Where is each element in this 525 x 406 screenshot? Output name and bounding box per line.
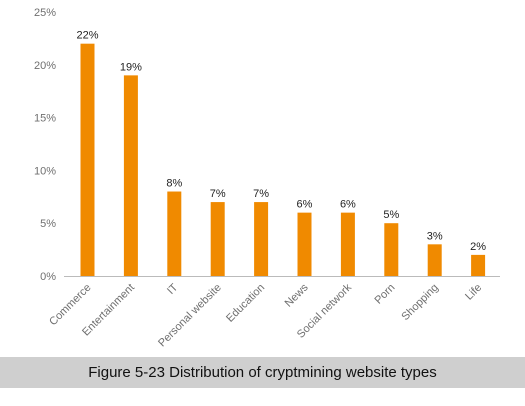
- chart-svg: 0%5%10%15%20%25%22%Commerce19%Entertainm…: [34, 7, 500, 350]
- bar: [384, 223, 399, 276]
- y-tick-label: 15%: [34, 113, 56, 125]
- data-label: 6%: [340, 199, 356, 211]
- x-tick-label: Personal website: [156, 282, 224, 350]
- data-label: 8%: [166, 178, 182, 190]
- y-tick-label: 0%: [40, 271, 56, 283]
- data-label: 19%: [120, 61, 142, 73]
- x-tick-label: Life: [463, 282, 484, 303]
- bar: [340, 212, 355, 276]
- bar: [80, 43, 95, 277]
- bar: [297, 212, 312, 276]
- x-tick-label: Education: [224, 282, 267, 325]
- x-tick-label: News: [283, 281, 311, 309]
- data-label: 6%: [297, 199, 313, 211]
- data-label: 3%: [427, 230, 443, 242]
- data-label: 2%: [470, 241, 486, 253]
- y-tick-label: 10%: [34, 165, 56, 177]
- bar: [123, 75, 138, 276]
- x-tick-label: Porn: [372, 282, 397, 307]
- x-tick-label: Commerce: [47, 282, 94, 329]
- data-label: 22%: [76, 30, 98, 42]
- bar: [254, 202, 269, 276]
- figure-caption-bar: Figure 5-23 Distribution of cryptmining …: [0, 357, 525, 388]
- y-tick-label: 5%: [40, 218, 56, 230]
- x-tick-label: Shopping: [399, 282, 440, 323]
- bar-chart: 0% 5% 10% 15% 20% 25% 22% Commerce 19% Entertainm…: [34, 7, 500, 350]
- y-tick-label: 25%: [34, 7, 56, 19]
- bar: [210, 202, 225, 276]
- y-tick-label: 20%: [34, 60, 56, 72]
- x-tick-label: IT: [165, 281, 181, 297]
- data-label: 7%: [210, 188, 226, 200]
- data-label: 7%: [253, 188, 269, 200]
- bar: [427, 244, 442, 276]
- figure-caption: Figure 5-23 Distribution of cryptmining …: [88, 364, 437, 381]
- bar: [167, 191, 182, 276]
- data-label: 5%: [383, 209, 399, 221]
- bar: [471, 254, 486, 276]
